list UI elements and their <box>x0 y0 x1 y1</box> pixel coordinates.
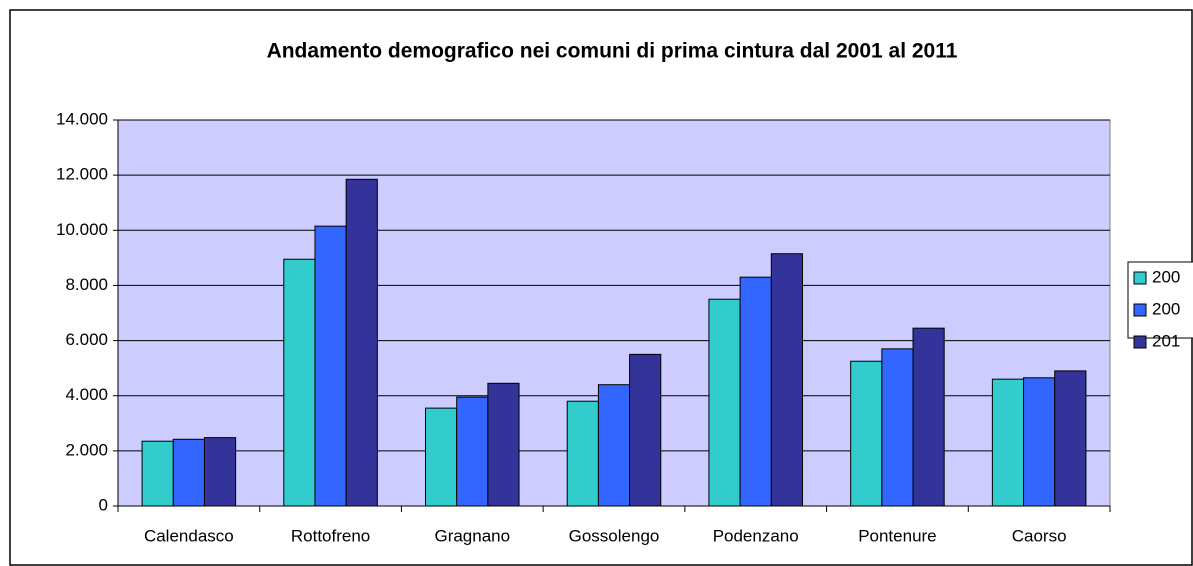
y-tick-label: 8.000 <box>65 275 108 294</box>
legend-swatch <box>1133 335 1147 349</box>
bar <box>203 437 237 507</box>
x-tick-label: Gossolengo <box>569 526 660 545</box>
x-tick-label: Podenzano <box>713 526 799 545</box>
bar <box>1023 377 1056 507</box>
bar <box>708 298 741 507</box>
y-tick-label: 0 <box>99 495 108 514</box>
bar <box>172 438 205 507</box>
bar <box>345 178 378 507</box>
y-tick-label: 14.000 <box>56 109 108 128</box>
chart-title: Andamento demografico nei comuni di prim… <box>267 40 958 63</box>
x-tick-label: Gragnano <box>434 526 510 545</box>
bar <box>597 384 631 507</box>
bar <box>1054 370 1087 507</box>
bar <box>425 407 458 507</box>
legend-label: 200 <box>1152 267 1180 286</box>
bar <box>283 258 316 507</box>
y-tick-label: 4.000 <box>65 385 108 404</box>
y-tick-label: 12.000 <box>56 165 108 184</box>
legend-swatch <box>1133 303 1147 317</box>
bar <box>770 253 803 507</box>
bar <box>456 396 489 507</box>
legend-label: 201 <box>1152 331 1180 350</box>
legend-label: 200 <box>1152 299 1180 318</box>
bar <box>629 353 662 507</box>
bar <box>566 400 599 507</box>
bar <box>912 327 945 507</box>
x-tick-label: Pontenure <box>858 526 936 545</box>
x-tick-label: Rottofreno <box>291 526 370 545</box>
bar <box>991 378 1025 507</box>
bar <box>141 440 174 507</box>
x-tick-label: Caorso <box>1012 526 1067 545</box>
bar <box>881 348 914 507</box>
y-tick-label: 2.000 <box>65 440 108 459</box>
bar <box>739 276 772 507</box>
legend-swatch <box>1133 271 1147 285</box>
x-tick-label: Calendasco <box>144 526 234 545</box>
y-tick-label: 10.000 <box>56 220 108 239</box>
bar <box>314 225 347 507</box>
y-tick-label: 6.000 <box>65 330 108 349</box>
bar <box>850 360 883 507</box>
bar <box>487 382 520 507</box>
